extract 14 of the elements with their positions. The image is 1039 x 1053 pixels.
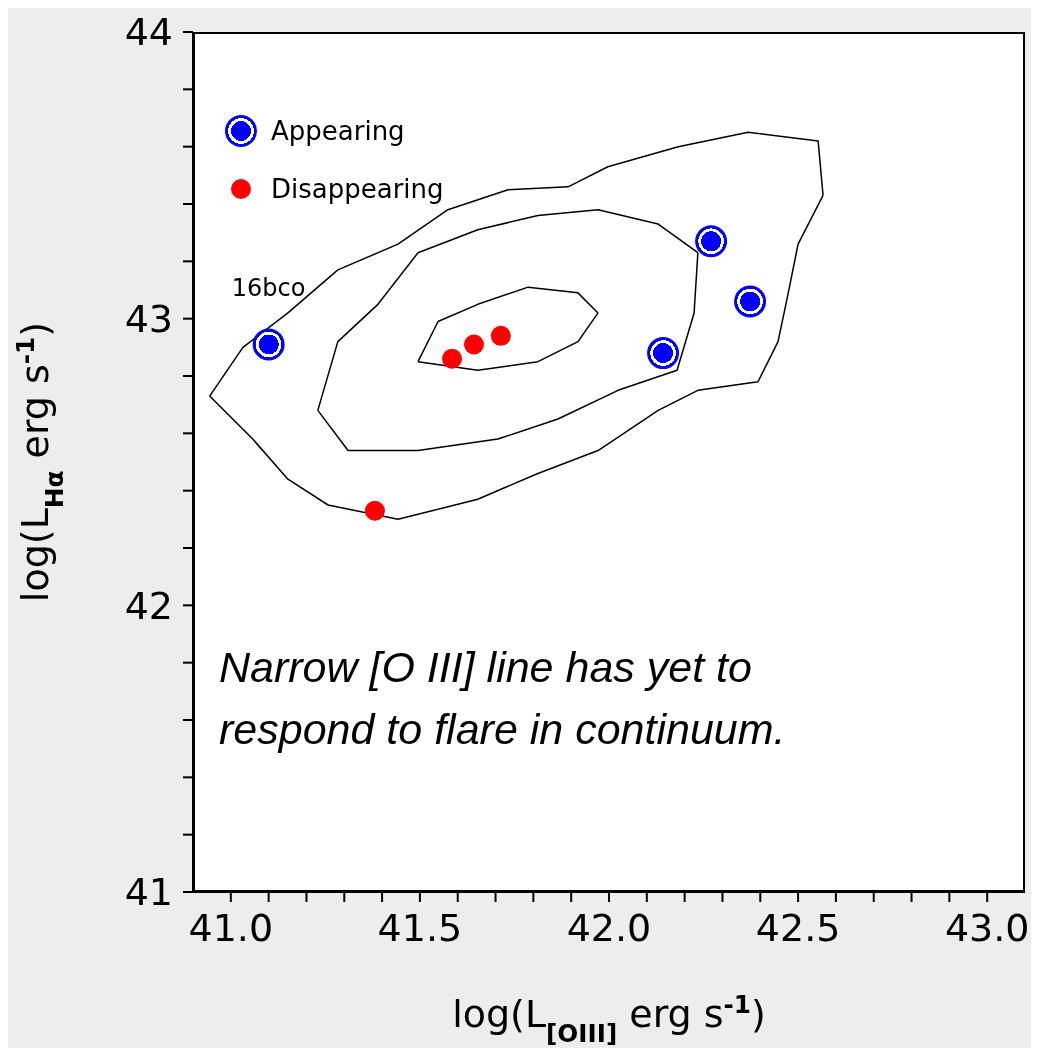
annotation: 16bco bbox=[231, 274, 306, 303]
legend-label: Disappearing bbox=[271, 173, 444, 206]
legend-label: Appearing bbox=[271, 115, 405, 148]
x-tick-label: 42.5 bbox=[755, 905, 841, 950]
annotation: Narrow [O III] line has yet to respond to flare in continuum. bbox=[219, 642, 787, 755]
x-tick-label: 42.0 bbox=[566, 905, 652, 950]
x-tick-label: 43.0 bbox=[944, 905, 1030, 950]
y-tick-label: 43 bbox=[124, 297, 173, 342]
x-tick-label: 41.5 bbox=[377, 905, 463, 950]
y-tick-label: 42 bbox=[124, 583, 173, 628]
x-axis-title: log(L$_{[OIII]}$ erg s$^{-1}$) bbox=[452, 989, 766, 1048]
x-tick-label: 41.0 bbox=[188, 905, 274, 950]
y-tick-label: 44 bbox=[124, 10, 173, 55]
y-tick-label: 41 bbox=[124, 870, 173, 915]
